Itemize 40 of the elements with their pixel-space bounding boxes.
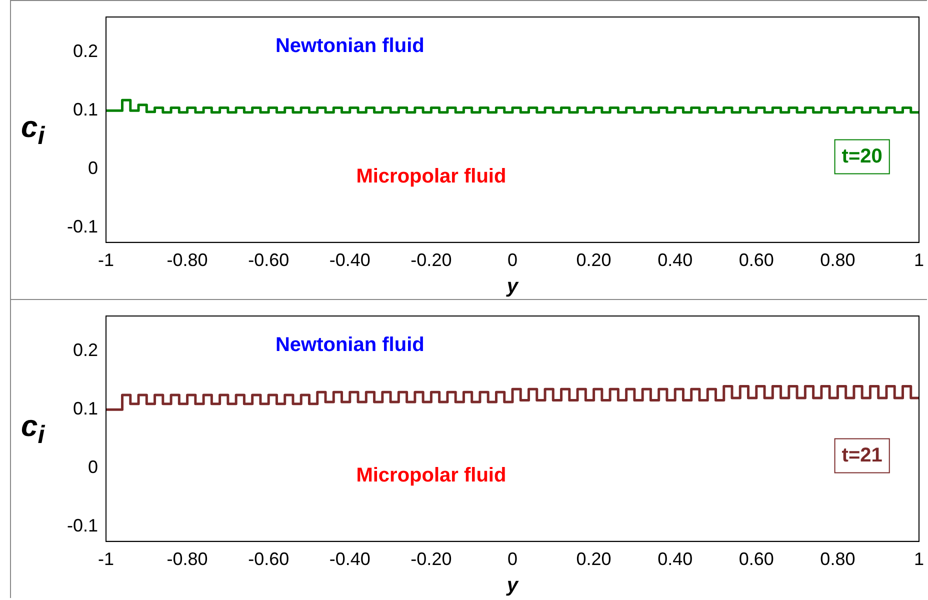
annotation: Micropolar fluid — [356, 464, 506, 487]
y-tick-label: -0.1 — [66, 516, 98, 536]
x-axis-title: y — [506, 574, 519, 597]
y-tick-label: 0.1 — [72, 398, 98, 419]
x-tick-label: 0 — [507, 549, 518, 570]
annotation: Newtonian fluid — [275, 34, 424, 57]
annotation: t=20 — [842, 145, 882, 168]
y-tick-label: 0 — [88, 158, 98, 178]
x-tick-label: -0.80 — [166, 250, 208, 270]
x-tick-label: -1 — [98, 549, 114, 570]
y-tick-label: 0.2 — [72, 340, 98, 360]
y-tick-label: -0.1 — [66, 216, 98, 237]
x-tick-label: -0.40 — [329, 250, 370, 270]
x-tick-label: 1 — [914, 549, 924, 570]
x-tick-label: 0.80 — [820, 250, 856, 270]
x-tick-label: 1 — [914, 250, 924, 270]
y-tick-label: 0.2 — [72, 41, 98, 62]
annotation: Micropolar fluid — [356, 166, 506, 188]
y-tick-label: 0 — [88, 457, 98, 478]
x-tick-label: 0.40 — [658, 250, 693, 270]
y-axis-title: c$_{i}$ — [21, 410, 45, 450]
y-tick-label: 0.1 — [72, 100, 98, 120]
x-tick-label: 0.20 — [576, 250, 612, 270]
x-tick-label: -1 — [98, 250, 114, 270]
annotation: t=21 — [842, 444, 882, 466]
x-tick-label: 0.60 — [738, 250, 774, 270]
x-tick-label: 0.40 — [658, 549, 693, 570]
annotation: Newtonian fluid — [275, 334, 424, 356]
x-tick-label: -0.40 — [329, 549, 370, 570]
x-axis-title: y — [506, 276, 519, 298]
x-tick-label: 0.60 — [738, 549, 774, 570]
x-tick-label: 0.80 — [820, 549, 856, 570]
x-tick-label: 0.20 — [576, 549, 612, 570]
x-tick-label: -0.60 — [248, 549, 290, 570]
x-tick-label: -0.20 — [410, 250, 452, 270]
x-tick-label: 0 — [507, 250, 518, 270]
x-tick-label: -0.60 — [248, 250, 290, 270]
x-tick-label: -0.80 — [166, 549, 208, 570]
x-tick-label: -0.20 — [410, 549, 452, 570]
y-axis-title: c$_{i}$ — [21, 111, 45, 151]
